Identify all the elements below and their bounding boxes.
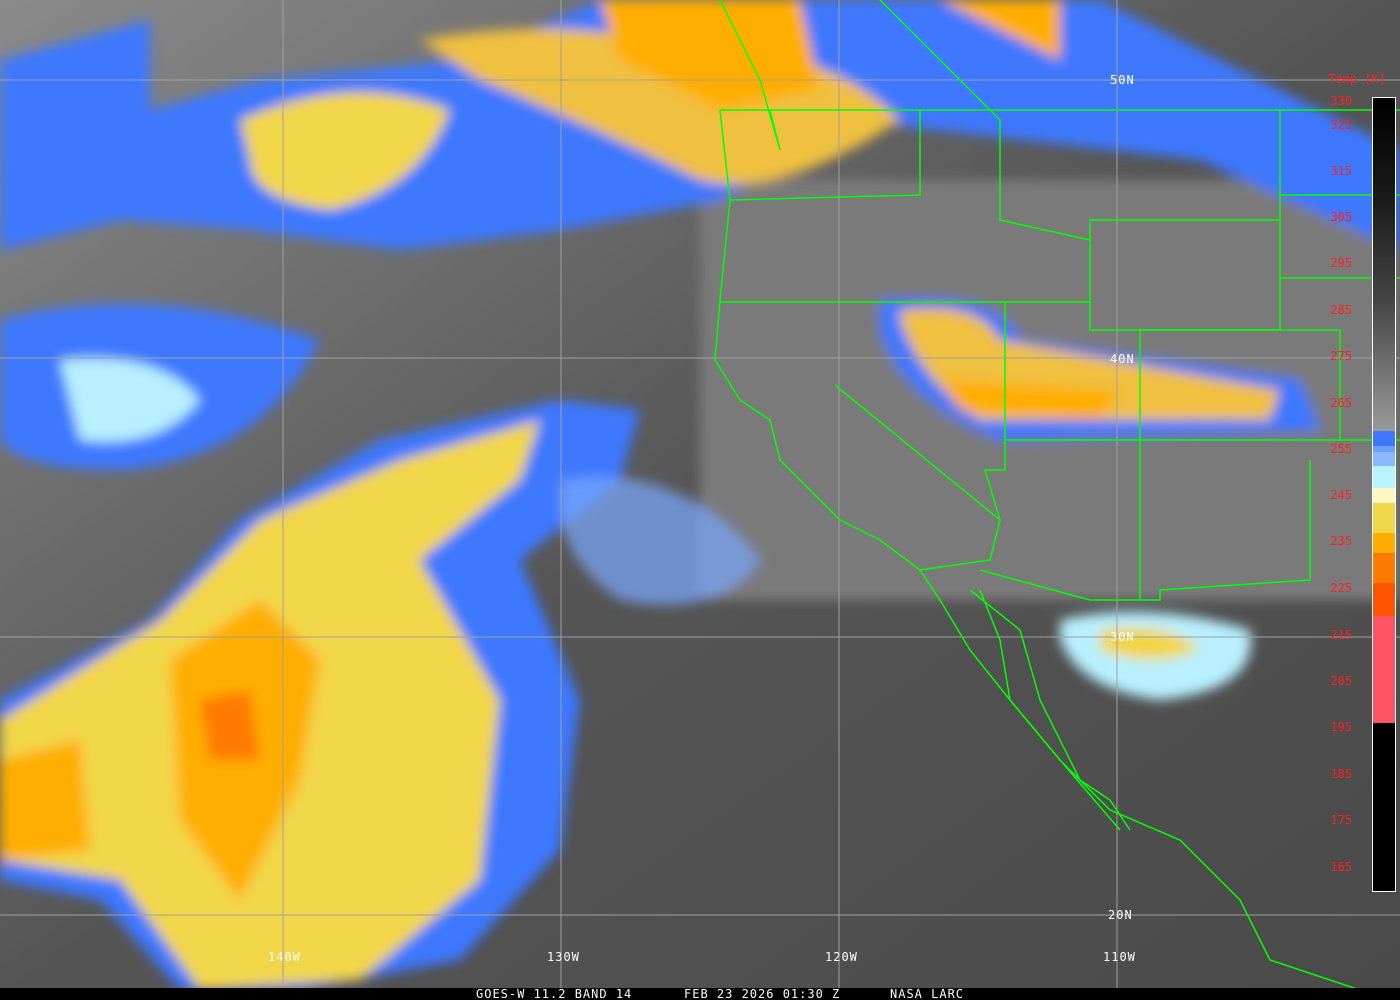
legend-tick-label: 245	[1330, 488, 1352, 502]
legend-tick-label: 165	[1330, 860, 1352, 874]
lon-label-130w: 130W	[547, 950, 580, 964]
image-caption-bar: GOES-W 11.2 BAND 14 FEB 23 2026 01:30 Z …	[0, 988, 1400, 1000]
legend-tick-label: 175	[1330, 813, 1352, 827]
legend-tick-label: 225	[1330, 581, 1352, 595]
legend-tick-label: 315	[1330, 164, 1352, 178]
legend-tick-label: 215	[1330, 628, 1352, 642]
legend-tick-label: 330	[1330, 94, 1352, 108]
legend-tick-label: 265	[1330, 396, 1352, 410]
lat-label-30n: 30N	[1110, 630, 1135, 644]
political-borders	[714, 0, 1400, 991]
legend-tick-label: 185	[1330, 767, 1352, 781]
legend-tick-label: 255	[1330, 442, 1352, 456]
legend-tick-label: 305	[1330, 210, 1352, 224]
lat-label-50n: 50N	[1110, 73, 1135, 87]
legend-title: Temp [K]	[1328, 72, 1386, 86]
lon-label-110w: 110W	[1103, 950, 1136, 964]
temperature-colorbar	[1372, 97, 1396, 892]
legend-tick-label: 275	[1330, 349, 1352, 363]
legend-tick-label: 195	[1330, 720, 1352, 734]
lon-label-140w: 140W	[268, 950, 301, 964]
credit: NASA LARC	[890, 987, 965, 1000]
lon-label-120w: 120W	[825, 950, 858, 964]
legend-tick-label: 285	[1330, 303, 1352, 317]
timestamp: FEB 23 2026 01:30 Z	[684, 987, 841, 1000]
satellite-band: GOES-W 11.2 BAND 14	[476, 987, 633, 1000]
legend-tick-label: 205	[1330, 674, 1352, 688]
legend-tick-label: 325	[1330, 118, 1352, 132]
legend-tick-label: 295	[1330, 256, 1352, 270]
legend-tick-label: 235	[1330, 534, 1352, 548]
lat-label-40n: 40N	[1110, 352, 1135, 366]
lat-label-20n: 20N	[1108, 908, 1133, 922]
